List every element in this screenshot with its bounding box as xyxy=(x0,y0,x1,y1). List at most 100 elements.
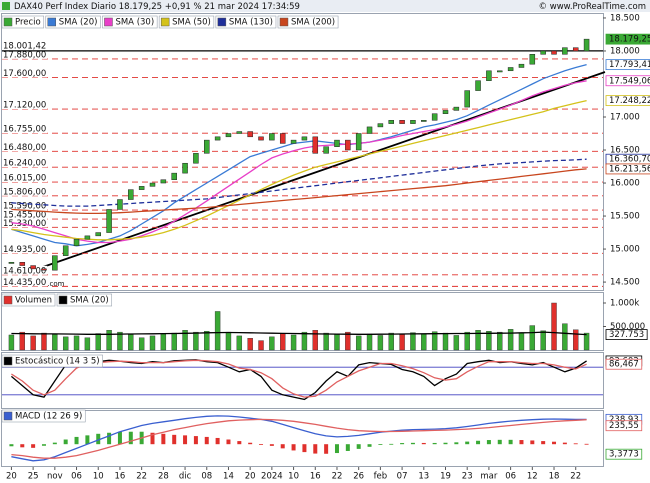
histogram-bar xyxy=(324,444,329,454)
candle xyxy=(529,54,536,65)
macd-frame xyxy=(1,410,604,467)
level-label: 15.806,00 xyxy=(3,187,46,197)
candle xyxy=(290,139,297,144)
histogram-bar xyxy=(259,444,264,445)
level-label: 16.755,00 xyxy=(3,125,46,135)
histogram-bar xyxy=(497,439,502,445)
level-label: 16.240,00 xyxy=(3,159,46,169)
chart-title: DAX40 Perf Index Diario 18.179,25 +0,91 … xyxy=(14,2,300,12)
last-price-box xyxy=(605,33,650,45)
histogram-bar xyxy=(204,436,209,445)
x-tick-label: feb xyxy=(374,472,388,482)
histogram-bar xyxy=(237,441,242,445)
volume-bar xyxy=(323,332,329,351)
volume-bar xyxy=(518,332,525,351)
candle xyxy=(117,199,123,210)
volume-bar xyxy=(486,330,492,351)
volume-bar xyxy=(41,332,47,351)
sma-last-value: 16.360,70 xyxy=(609,155,650,165)
volume-bar xyxy=(193,331,199,351)
candle xyxy=(8,262,15,264)
sma-last-value: 17.248,22 xyxy=(609,96,650,106)
histogram-bar xyxy=(161,433,166,445)
volume-bar xyxy=(182,330,188,351)
volume-bar xyxy=(62,336,69,351)
histogram-bar xyxy=(74,436,79,445)
histogram-bar xyxy=(226,439,231,445)
volume-bar xyxy=(236,335,243,351)
histogram-bar xyxy=(389,443,394,445)
candle xyxy=(41,268,47,271)
histogram-bar xyxy=(432,442,437,445)
copyright: © www.ProRealTime.com xyxy=(539,2,646,12)
legend-swatch xyxy=(47,17,56,27)
x-tick-label: 07 xyxy=(397,472,408,482)
histogram-bar xyxy=(552,441,557,445)
legend-swatch xyxy=(3,411,13,421)
candle xyxy=(19,262,26,266)
level-label: 14.935,00 xyxy=(3,245,46,255)
level-label-bg xyxy=(2,68,48,78)
level-label: 17.880,00 xyxy=(3,50,46,60)
volume-bar xyxy=(106,330,112,351)
x-tick-label: 20 xyxy=(245,472,256,482)
candle xyxy=(518,63,525,68)
volume-bar xyxy=(355,335,362,351)
legend-box xyxy=(1,293,56,307)
sma-last-value: 17.793,41 xyxy=(609,60,650,70)
histogram-bar xyxy=(410,442,415,445)
level-label: 17.120,00 xyxy=(3,101,46,111)
histogram-bar xyxy=(280,444,285,449)
histogram-bar xyxy=(269,444,274,446)
histogram-bar xyxy=(345,444,350,451)
histogram-bar xyxy=(63,439,68,445)
histogram-bar xyxy=(172,434,177,445)
volume-bar xyxy=(269,336,275,351)
legend-swatch xyxy=(3,356,13,366)
indicator-last: 86,467 xyxy=(609,360,639,370)
candle xyxy=(431,113,438,121)
legend-swatch xyxy=(104,17,113,27)
candle xyxy=(182,162,188,174)
volume-bar xyxy=(366,333,373,351)
histogram-bar xyxy=(302,444,307,453)
x-tick-label: 28 xyxy=(158,472,169,482)
volume-bar xyxy=(160,333,167,351)
volume-bar xyxy=(95,333,101,351)
x-tick-label: 16 xyxy=(115,472,126,482)
volume-bar xyxy=(583,332,590,351)
volume-sma-last-box xyxy=(605,329,648,340)
candle xyxy=(562,47,568,55)
legend-label: MACD (12 26 9) xyxy=(15,412,82,422)
legend-item: SMA (30) xyxy=(102,15,158,29)
legend-box xyxy=(215,15,277,29)
legend-box xyxy=(1,354,103,368)
candle xyxy=(258,136,264,141)
volume-bar xyxy=(475,330,481,351)
volume-sma-line xyxy=(11,331,587,336)
candle xyxy=(377,123,384,128)
level-label: 15.590,00 xyxy=(3,202,46,212)
volume-bar xyxy=(334,334,340,351)
y-tick-label: 15.500 xyxy=(610,212,640,222)
candle xyxy=(399,120,405,124)
histogram-bar xyxy=(541,441,546,445)
histogram-bar xyxy=(334,444,339,454)
histogram-bar xyxy=(96,433,101,445)
volume-frame xyxy=(1,292,604,351)
level-label: 17.600,00 xyxy=(3,69,46,79)
volume-bar xyxy=(410,332,416,351)
level-label-bg xyxy=(2,201,48,211)
y-tick-label: 17.000 xyxy=(610,113,640,123)
volume-bar xyxy=(345,331,351,351)
histogram-bar xyxy=(486,440,491,445)
volume-bar xyxy=(388,332,394,351)
volume-bar xyxy=(19,331,25,351)
histogram-bar xyxy=(400,443,405,445)
volume-bar xyxy=(149,335,156,351)
histogram-bar xyxy=(508,439,513,445)
histogram-bar xyxy=(150,432,155,445)
indicator-line xyxy=(11,415,587,462)
histogram-bar xyxy=(117,431,122,445)
